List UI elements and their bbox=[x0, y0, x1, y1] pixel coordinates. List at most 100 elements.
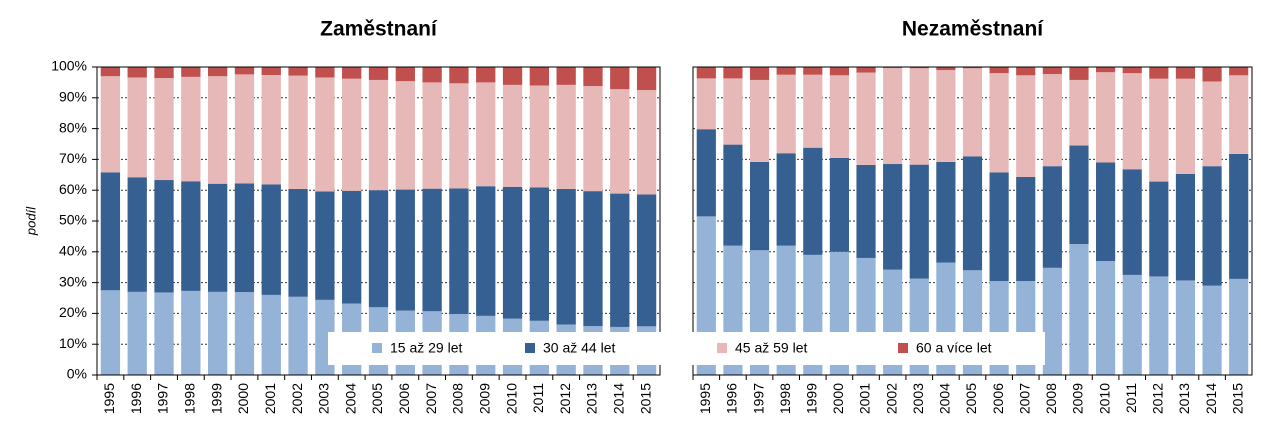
bar-segment bbox=[936, 67, 956, 71]
bar-segment bbox=[803, 74, 823, 148]
bar-segment bbox=[154, 78, 174, 181]
bar-segment bbox=[1069, 79, 1089, 146]
x-tick-label: 2007 bbox=[1016, 383, 1032, 414]
x-tick-label: 2006 bbox=[990, 383, 1006, 414]
bar-segment bbox=[556, 188, 576, 325]
bar-segment bbox=[909, 67, 929, 69]
plot-frame bbox=[96, 66, 661, 376]
bar-segment bbox=[856, 67, 876, 73]
x-tick-label: 2003 bbox=[910, 383, 926, 414]
x-tick-label: 2014 bbox=[1203, 383, 1219, 414]
y-tick-label: 40% bbox=[59, 243, 87, 259]
bar-segment bbox=[261, 75, 281, 185]
bar-segment bbox=[395, 67, 415, 82]
bar-segment bbox=[1229, 75, 1249, 154]
chart-title: Nezaměstnaní bbox=[902, 18, 1044, 41]
x-tick-label: 1996 bbox=[128, 383, 144, 414]
legend-swatch bbox=[372, 343, 382, 353]
bar-segment bbox=[829, 157, 849, 252]
x-tick-label: 1998 bbox=[182, 383, 198, 414]
bar-segment bbox=[529, 85, 550, 188]
bar-segment bbox=[1069, 244, 1089, 375]
bar-segment bbox=[1122, 73, 1142, 170]
x-tick-label: 2009 bbox=[476, 383, 492, 414]
y-tick-label: 20% bbox=[59, 304, 87, 320]
x-tick-label: 2012 bbox=[557, 383, 573, 414]
bar-segment bbox=[127, 77, 147, 178]
bar-segment bbox=[723, 78, 743, 145]
x-tick-label: 1997 bbox=[750, 383, 766, 414]
x-tick-label: 2000 bbox=[830, 383, 846, 414]
x-tick-label: 2000 bbox=[235, 383, 251, 414]
bar-segment bbox=[1122, 67, 1142, 74]
bar-segment bbox=[776, 74, 796, 154]
bar-segment bbox=[1229, 153, 1249, 279]
legend-swatch bbox=[898, 343, 908, 353]
x-tick-label: 2015 bbox=[1229, 383, 1245, 414]
bar-segment bbox=[127, 291, 147, 375]
x-tick-label: 2007 bbox=[423, 383, 439, 414]
y-tick-label: 60% bbox=[59, 181, 87, 197]
bar-segment bbox=[315, 67, 335, 78]
bar-segment bbox=[989, 73, 1009, 173]
bar-segment bbox=[261, 184, 281, 295]
x-tick-label: 2003 bbox=[316, 383, 332, 414]
legend-label: 45 až 59 let bbox=[735, 340, 807, 356]
bar-segment bbox=[234, 183, 255, 293]
x-tick-label: 1999 bbox=[803, 383, 819, 414]
bar-segment bbox=[476, 186, 496, 316]
bar-segment bbox=[288, 296, 308, 375]
bar-segment bbox=[207, 291, 228, 375]
bar-segment bbox=[1202, 285, 1222, 375]
y-tick-label: 10% bbox=[59, 335, 87, 351]
x-tick-label: 2015 bbox=[637, 383, 653, 414]
bar-segment bbox=[883, 67, 903, 165]
bar-segment bbox=[288, 75, 308, 189]
x-tick-label: 2004 bbox=[342, 383, 358, 414]
chart-title: Zaměstnaní bbox=[320, 18, 438, 41]
y-tick-label: 100% bbox=[51, 58, 87, 74]
bar-segment bbox=[1175, 78, 1196, 174]
bar-segment bbox=[583, 191, 603, 327]
bar-segment bbox=[829, 67, 849, 76]
bar-segment bbox=[1096, 162, 1116, 262]
bar-segment bbox=[583, 67, 603, 87]
bar-segment bbox=[395, 189, 415, 311]
bar-segment bbox=[261, 67, 281, 76]
bar-segment bbox=[610, 67, 630, 90]
bar-segment bbox=[181, 67, 201, 77]
bar-segment bbox=[1175, 173, 1196, 281]
bar-segment bbox=[936, 70, 956, 162]
legend-label: 15 až 29 let bbox=[390, 340, 462, 356]
bar-segment bbox=[181, 181, 201, 291]
bar-segment bbox=[962, 156, 983, 271]
bar-segment bbox=[368, 190, 389, 308]
y-axis-label: podíl bbox=[23, 206, 38, 236]
bar-segment bbox=[342, 67, 362, 79]
bar-segment bbox=[723, 67, 743, 79]
x-tick-label: 2008 bbox=[450, 383, 466, 414]
bar-segment bbox=[776, 67, 796, 75]
bar-segment bbox=[1069, 145, 1089, 245]
bar-segment bbox=[856, 164, 876, 258]
bar-segment bbox=[1096, 67, 1116, 73]
bar-segment bbox=[962, 67, 983, 69]
bar-segment bbox=[1016, 176, 1036, 282]
bar-segment bbox=[883, 164, 903, 270]
plot-frame bbox=[692, 66, 1253, 376]
bar-segment bbox=[315, 191, 335, 300]
bar-segment bbox=[234, 292, 255, 375]
bar-segment bbox=[636, 67, 657, 91]
bar-segment bbox=[803, 67, 823, 75]
bar-segment bbox=[529, 187, 550, 321]
bar-segment bbox=[207, 67, 228, 77]
bar-segment bbox=[154, 180, 174, 293]
bar-segment bbox=[449, 83, 469, 189]
bar-segment bbox=[207, 76, 228, 184]
bar-segment bbox=[449, 188, 469, 315]
bar-segment bbox=[502, 186, 523, 319]
bar-segment bbox=[1122, 274, 1142, 375]
legend-label: 30 až 44 let bbox=[543, 340, 615, 356]
bar-segment bbox=[476, 82, 496, 187]
